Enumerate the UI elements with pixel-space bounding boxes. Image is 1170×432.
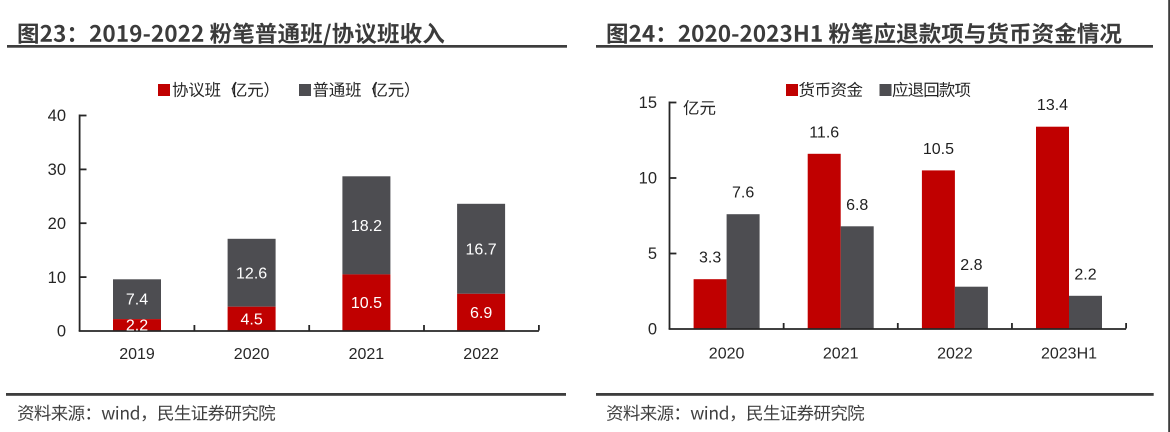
svg-text:10: 10: [48, 269, 66, 287]
svg-text:2020: 2020: [234, 346, 270, 363]
svg-text:10: 10: [639, 170, 657, 188]
svg-text:3.3: 3.3: [699, 250, 721, 267]
svg-text:15: 15: [639, 94, 657, 112]
svg-text:2.2: 2.2: [126, 318, 148, 335]
svg-text:13.4: 13.4: [1037, 97, 1068, 114]
svg-text:2020: 2020: [709, 345, 745, 362]
svg-text:18.2: 18.2: [351, 218, 382, 235]
svg-text:12.6: 12.6: [236, 265, 267, 282]
svg-text:10.5: 10.5: [923, 141, 954, 158]
svg-text:6.9: 6.9: [470, 305, 492, 322]
svg-text:0: 0: [57, 323, 66, 341]
svg-text:6.8: 6.8: [846, 197, 868, 214]
svg-text:11.6: 11.6: [809, 124, 839, 141]
svg-text:7.6: 7.6: [732, 185, 754, 202]
svg-text:40: 40: [48, 107, 66, 125]
svg-text:2022: 2022: [463, 346, 499, 363]
svg-text:2021: 2021: [349, 346, 385, 363]
svg-text:2.8: 2.8: [960, 257, 982, 274]
svg-text:20: 20: [48, 215, 66, 233]
svg-text:2023H1: 2023H1: [1041, 345, 1097, 362]
svg-text:2022: 2022: [937, 345, 973, 362]
svg-text:5: 5: [648, 245, 657, 263]
svg-text:30: 30: [48, 161, 66, 179]
svg-text:0: 0: [648, 321, 657, 339]
svg-text:10.5: 10.5: [351, 295, 382, 312]
svg-text:7.4: 7.4: [126, 292, 148, 309]
svg-text:2021: 2021: [823, 345, 859, 362]
svg-text:16.7: 16.7: [466, 241, 497, 258]
svg-text:4.5: 4.5: [240, 311, 262, 328]
svg-text:2019: 2019: [119, 346, 155, 363]
svg-text:2.2: 2.2: [1074, 266, 1096, 283]
